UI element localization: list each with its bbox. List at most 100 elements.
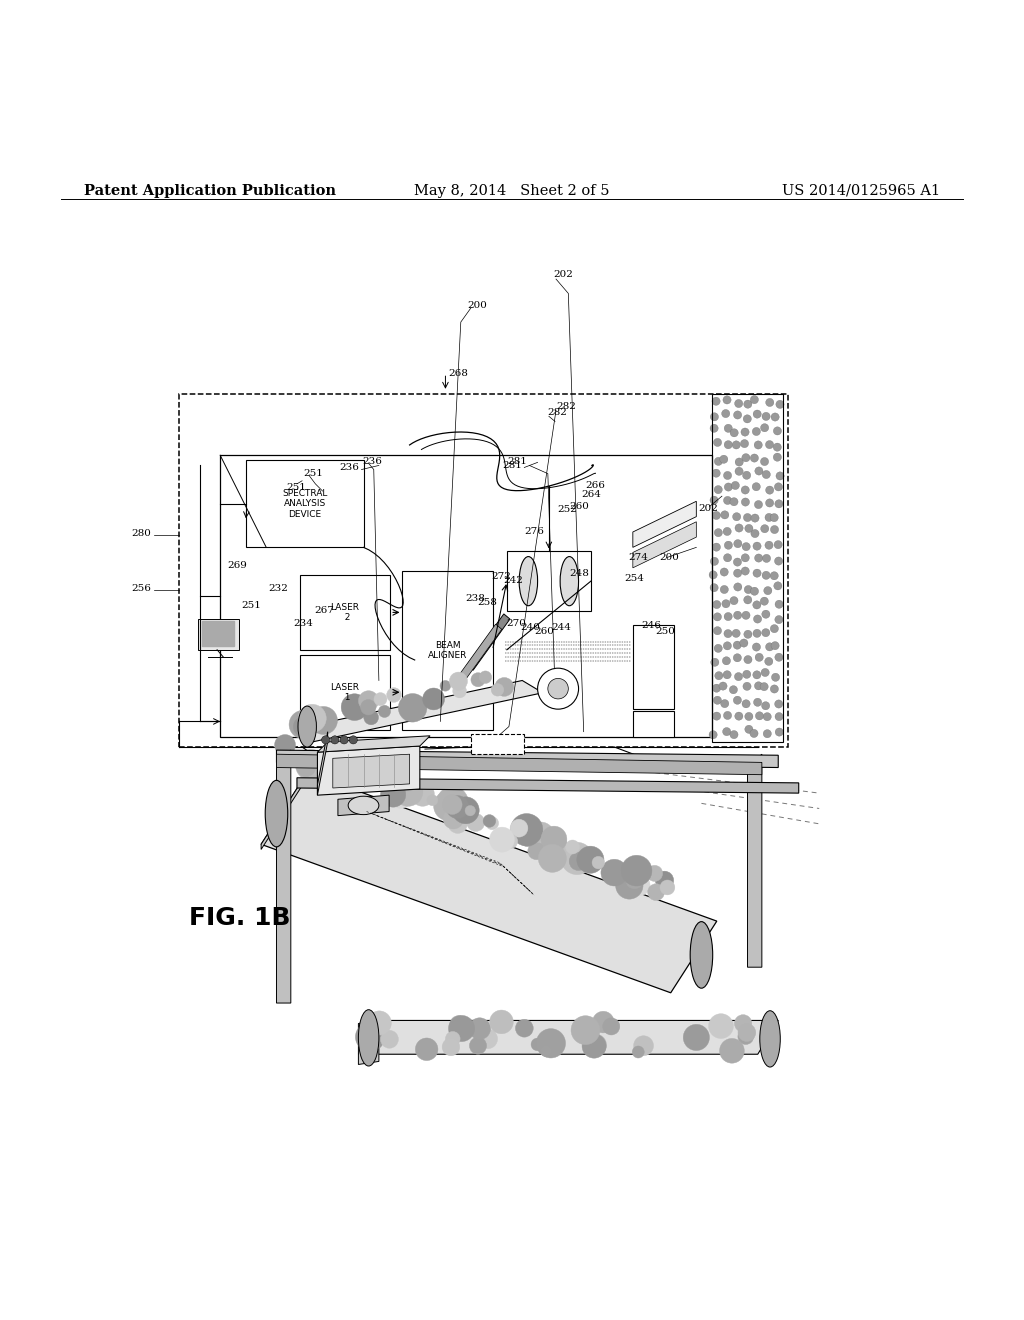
Circle shape (775, 470, 783, 478)
Circle shape (733, 681, 741, 690)
Bar (179, 393, 788, 747)
Circle shape (743, 467, 752, 475)
Circle shape (443, 809, 464, 829)
Text: 266: 266 (586, 482, 605, 491)
Bar (220, 455, 712, 737)
Circle shape (364, 710, 379, 725)
Text: 282: 282 (547, 408, 566, 417)
Circle shape (773, 643, 781, 652)
Circle shape (501, 833, 515, 846)
Circle shape (532, 832, 543, 842)
Circle shape (743, 397, 752, 407)
Circle shape (720, 397, 728, 405)
Circle shape (764, 701, 772, 709)
Circle shape (774, 553, 782, 561)
Circle shape (469, 1038, 486, 1055)
Circle shape (740, 598, 749, 606)
Circle shape (274, 734, 296, 755)
Circle shape (729, 428, 737, 436)
Circle shape (492, 684, 504, 696)
Ellipse shape (348, 796, 379, 814)
Bar (507, 552, 591, 611)
Circle shape (742, 500, 751, 510)
Text: 260: 260 (535, 627, 554, 636)
Text: 269: 269 (227, 561, 247, 570)
Circle shape (537, 1028, 565, 1059)
Ellipse shape (265, 780, 288, 847)
Circle shape (775, 444, 783, 451)
Text: 270: 270 (506, 619, 525, 627)
Bar (198, 619, 239, 649)
Circle shape (478, 1030, 498, 1048)
Circle shape (510, 820, 528, 837)
Circle shape (722, 473, 730, 480)
Circle shape (713, 729, 721, 737)
Circle shape (387, 688, 401, 702)
Text: 254: 254 (625, 574, 644, 582)
Circle shape (715, 512, 723, 520)
Circle shape (753, 686, 761, 694)
Circle shape (735, 701, 743, 709)
Circle shape (416, 1038, 438, 1060)
Circle shape (770, 630, 778, 638)
Text: 202: 202 (698, 504, 718, 513)
Polygon shape (292, 681, 543, 742)
Text: 281: 281 (508, 457, 527, 466)
Circle shape (731, 553, 739, 562)
Circle shape (390, 781, 402, 795)
Circle shape (720, 1039, 744, 1063)
Circle shape (309, 706, 338, 734)
Circle shape (754, 569, 762, 577)
Circle shape (752, 482, 760, 490)
Circle shape (440, 680, 451, 692)
Text: 248: 248 (569, 569, 589, 578)
Circle shape (713, 484, 721, 492)
Circle shape (395, 779, 418, 801)
Polygon shape (333, 754, 410, 788)
Circle shape (760, 642, 768, 651)
Bar (471, 734, 524, 754)
Circle shape (762, 438, 770, 446)
Circle shape (722, 597, 730, 605)
Circle shape (739, 659, 748, 667)
Text: 238: 238 (465, 594, 484, 603)
Circle shape (734, 582, 742, 590)
Circle shape (725, 513, 733, 523)
Circle shape (515, 1019, 534, 1038)
Circle shape (775, 399, 783, 407)
Circle shape (740, 424, 749, 432)
Text: 264: 264 (582, 490, 601, 499)
Bar (300, 576, 390, 649)
Circle shape (531, 1038, 544, 1051)
Circle shape (719, 657, 727, 665)
Circle shape (761, 499, 769, 507)
Circle shape (775, 513, 783, 521)
Circle shape (322, 735, 330, 744)
Polygon shape (317, 746, 420, 795)
Circle shape (450, 1015, 468, 1034)
Text: BEAM
ALIGNER: BEAM ALIGNER (428, 640, 467, 660)
Circle shape (298, 705, 327, 733)
Ellipse shape (690, 921, 713, 989)
Circle shape (742, 544, 751, 553)
Text: 260: 260 (569, 502, 589, 511)
Circle shape (709, 524, 717, 532)
Circle shape (753, 498, 761, 506)
Circle shape (740, 730, 749, 738)
Circle shape (577, 846, 604, 874)
Bar (300, 655, 390, 730)
Circle shape (601, 859, 628, 886)
Circle shape (740, 682, 749, 692)
Text: 251: 251 (242, 601, 261, 610)
Circle shape (335, 755, 353, 774)
Circle shape (775, 484, 783, 492)
Circle shape (730, 409, 738, 417)
Text: May 8, 2014   Sheet 2 of 5: May 8, 2014 Sheet 2 of 5 (415, 183, 609, 198)
Circle shape (646, 866, 663, 882)
Circle shape (626, 871, 643, 888)
Circle shape (744, 558, 753, 566)
Circle shape (744, 582, 753, 591)
Circle shape (743, 511, 752, 519)
Circle shape (774, 428, 782, 436)
Circle shape (297, 758, 315, 776)
